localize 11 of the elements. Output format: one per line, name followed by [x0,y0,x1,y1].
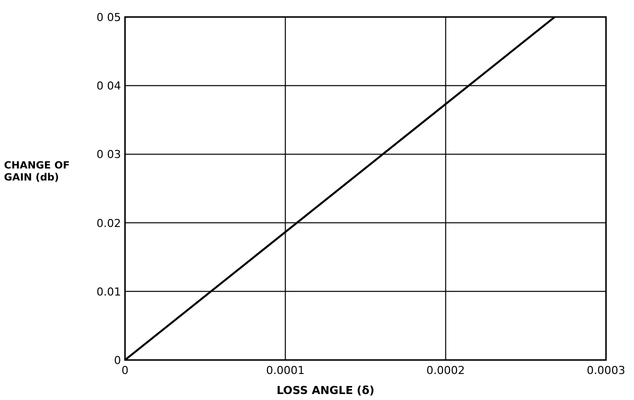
y-tick-label: 0 03 [96,148,121,162]
y-tick-label: 0 05 [96,11,121,24]
x-tick-label: 0.0003 [586,364,626,377]
y-axis-title: CHANGE OF GAIN (db) [4,160,70,184]
y-tick-label: 0 [114,354,121,367]
y-tick-label: 0 04 [96,80,121,93]
x-axis-title: LOSS ANGLE (δ) [276,384,374,397]
y-tick-label: 0.02 [96,216,121,230]
y-tick-label: 0.01 [96,285,121,298]
x-tick-label: 0.0001 [266,364,305,377]
x-tick-label: 0.0002 [426,364,465,377]
